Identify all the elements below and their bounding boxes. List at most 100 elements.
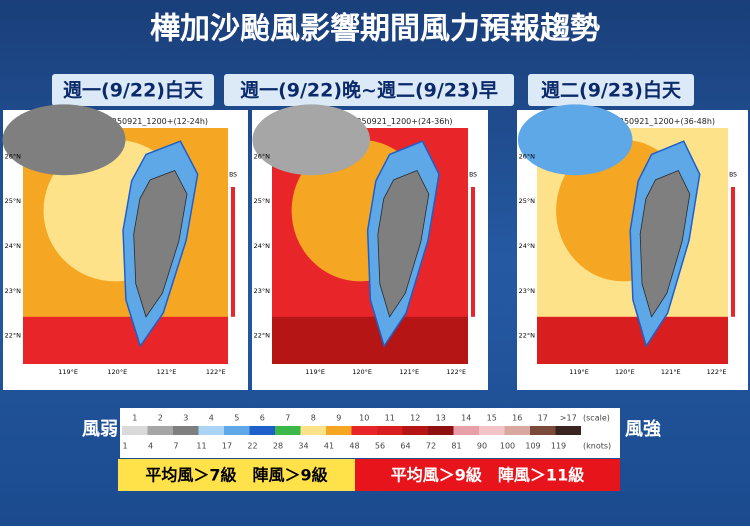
threshold-box — [118, 459, 355, 491]
lat-label: 26°N — [5, 152, 22, 160]
lat-label: 22°N — [519, 332, 536, 340]
panel-header-bg — [52, 74, 214, 106]
lon-label: 122°E — [446, 368, 466, 376]
knots-label: 11 — [196, 442, 206, 451]
island — [639, 169, 691, 318]
scale-label: 5 — [234, 414, 239, 423]
knots-label: 34 — [298, 442, 308, 451]
knots-label: 17 — [222, 442, 232, 451]
lon-label: 120°E — [107, 368, 127, 376]
panel-header: 週一(9/22)白天 — [63, 79, 204, 102]
scale-label: 17 — [538, 414, 548, 423]
lat-label: 22°N — [254, 332, 271, 340]
lon-label: 121°E — [661, 368, 681, 376]
scale-swatch — [402, 426, 428, 435]
knots-label: 56 — [375, 442, 385, 451]
lat-label: 24°N — [254, 242, 271, 250]
panel-header-bg — [528, 74, 694, 106]
scale-swatch — [428, 426, 454, 435]
lat-label: 22°N — [5, 332, 22, 340]
scale-swatch — [224, 426, 250, 435]
scale-swatch — [147, 426, 173, 435]
scale-swatch — [377, 426, 403, 435]
colorbar-label: BS — [729, 172, 737, 179]
lon-label: 121°E — [157, 368, 177, 376]
scale-swatch — [504, 426, 530, 435]
scale-swatch — [275, 426, 301, 435]
lat-label: 25°N — [5, 197, 22, 205]
lat-label: 23°N — [519, 287, 536, 295]
scale-label: 3 — [183, 414, 188, 423]
map-region — [272, 316, 468, 364]
map-region — [537, 316, 728, 364]
scale-swatch — [351, 426, 377, 435]
knots-label: 119 — [551, 442, 566, 451]
knots-label: 22 — [247, 442, 257, 451]
scale-label: 10 — [359, 414, 369, 423]
scale-label: 8 — [311, 414, 316, 423]
knots-label: 41 — [324, 442, 334, 451]
lon-label: 122°E — [206, 368, 226, 376]
knots-label: 81 — [451, 442, 461, 451]
colorbar-label: BS — [469, 172, 477, 179]
lat-label: 25°N — [254, 197, 271, 205]
scale-swatch — [198, 426, 224, 435]
title: 樺加沙颱風影響期間風力預報趨勢 — [150, 12, 600, 47]
panel-header: 週二(9/23)白天 — [541, 79, 682, 102]
scale-swatch — [173, 426, 199, 435]
scale-swatch — [122, 426, 148, 435]
lon-label: 120°E — [615, 368, 635, 376]
knots-label: 64 — [400, 442, 410, 451]
scale-swatch — [249, 426, 275, 435]
lat-label: 26°N — [519, 152, 536, 160]
scale-label: 6 — [260, 414, 265, 423]
scale-label: 15 — [487, 414, 497, 423]
scale-unit: (scale) — [583, 414, 610, 423]
map-region — [23, 316, 228, 364]
lon-label: 121°E — [399, 368, 419, 376]
knots-unit: (knots) — [583, 442, 611, 451]
lon-label: 119°E — [58, 368, 78, 376]
scale-swatch — [326, 426, 352, 435]
scale-swatch — [479, 426, 505, 435]
map-title-part: : 20250921_1200+(12-24h) — [94, 117, 208, 126]
map — [2, 104, 235, 364]
scale-label: 12 — [410, 414, 420, 423]
lat-label: 24°N — [5, 242, 22, 250]
knots-label: 48 — [349, 442, 359, 451]
colorbar — [471, 187, 475, 317]
knots-label: 4 — [148, 442, 153, 451]
colorbar-label: BS — [229, 172, 237, 179]
threshold-text: 平均風＞7級 陣風＞9級 — [145, 466, 327, 485]
lon-label: 119°E — [305, 368, 325, 376]
scale-label: 14 — [461, 414, 471, 423]
scale-label: 9 — [336, 414, 341, 423]
lat-label: 24°N — [519, 242, 536, 250]
map-region — [2, 104, 126, 176]
scale-label: 1 — [132, 414, 137, 423]
scale-swatch — [453, 426, 479, 435]
scale-label: 16 — [512, 414, 522, 423]
knots-label: 90 — [477, 442, 487, 451]
scale-swatch — [300, 426, 326, 435]
threshold-text: 平均風＞9級 陣風＞11級 — [391, 466, 584, 485]
colorbar — [731, 187, 735, 317]
scale-swatch — [555, 426, 581, 435]
knots-label: 72 — [426, 442, 436, 451]
map — [252, 104, 475, 364]
lat-label: 26°N — [254, 152, 271, 160]
lat-label: 23°N — [254, 287, 271, 295]
lat-label: 23°N — [5, 287, 22, 295]
strong-label: 風強 — [625, 418, 661, 440]
knots-label: 7 — [173, 442, 178, 451]
weak-label: 風弱 — [82, 419, 118, 440]
scale-label: >17 — [560, 414, 577, 423]
panel-header: 週一(9/22)晚~週二(9/23)早 — [240, 79, 498, 102]
map-title-part: : 20250921_1200+(24-36h) — [338, 117, 452, 126]
colorbar — [231, 187, 235, 317]
island — [377, 169, 430, 318]
lon-label: 122°E — [707, 368, 727, 376]
lon-label: 120°E — [352, 368, 372, 376]
scale-label: 4 — [209, 414, 214, 423]
